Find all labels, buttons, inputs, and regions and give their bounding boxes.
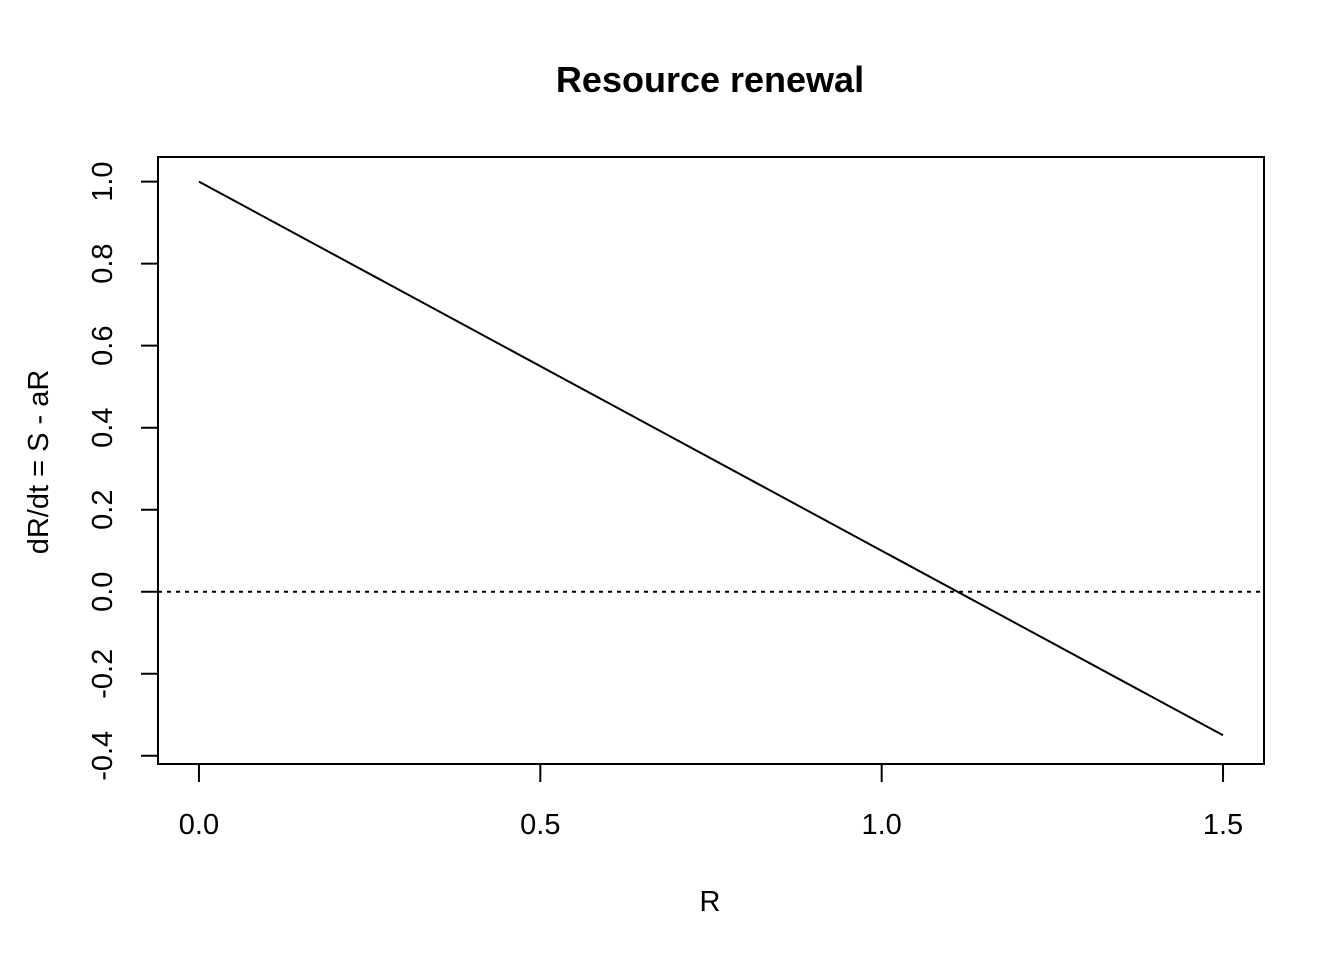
y-axis-label: dR/dt = S - aR: [23, 370, 55, 555]
y-tick-label: 0.0: [87, 572, 119, 612]
x-axis-label: R: [700, 886, 721, 918]
series-group: [198, 180, 1224, 737]
y-tick-label: 0.4: [87, 408, 119, 448]
y-tick-label: 0.2: [87, 490, 119, 530]
series-line: [198, 180, 1224, 737]
y-tick-label: 1.0: [87, 161, 119, 201]
y-axis-ticks: -0.4 -0.2 0.0 0.2 0.4 0.6 0.8 1.0: [87, 161, 158, 781]
x-tick-label: 0.5: [520, 809, 560, 841]
x-axis-ticks: 0.0 0.5 1.0 1.5: [179, 764, 1243, 841]
y-tick-label: 0.8: [87, 243, 119, 283]
y-tick-label: -0.2: [87, 649, 119, 699]
x-tick-label: 1.0: [862, 809, 902, 841]
chart-title: Resource renewal: [556, 59, 864, 100]
x-tick-label: 1.5: [1203, 809, 1243, 841]
y-tick-label: 0.6: [87, 325, 119, 365]
x-tick-label: 0.0: [179, 809, 219, 841]
y-tick-label: -0.4: [87, 731, 119, 781]
